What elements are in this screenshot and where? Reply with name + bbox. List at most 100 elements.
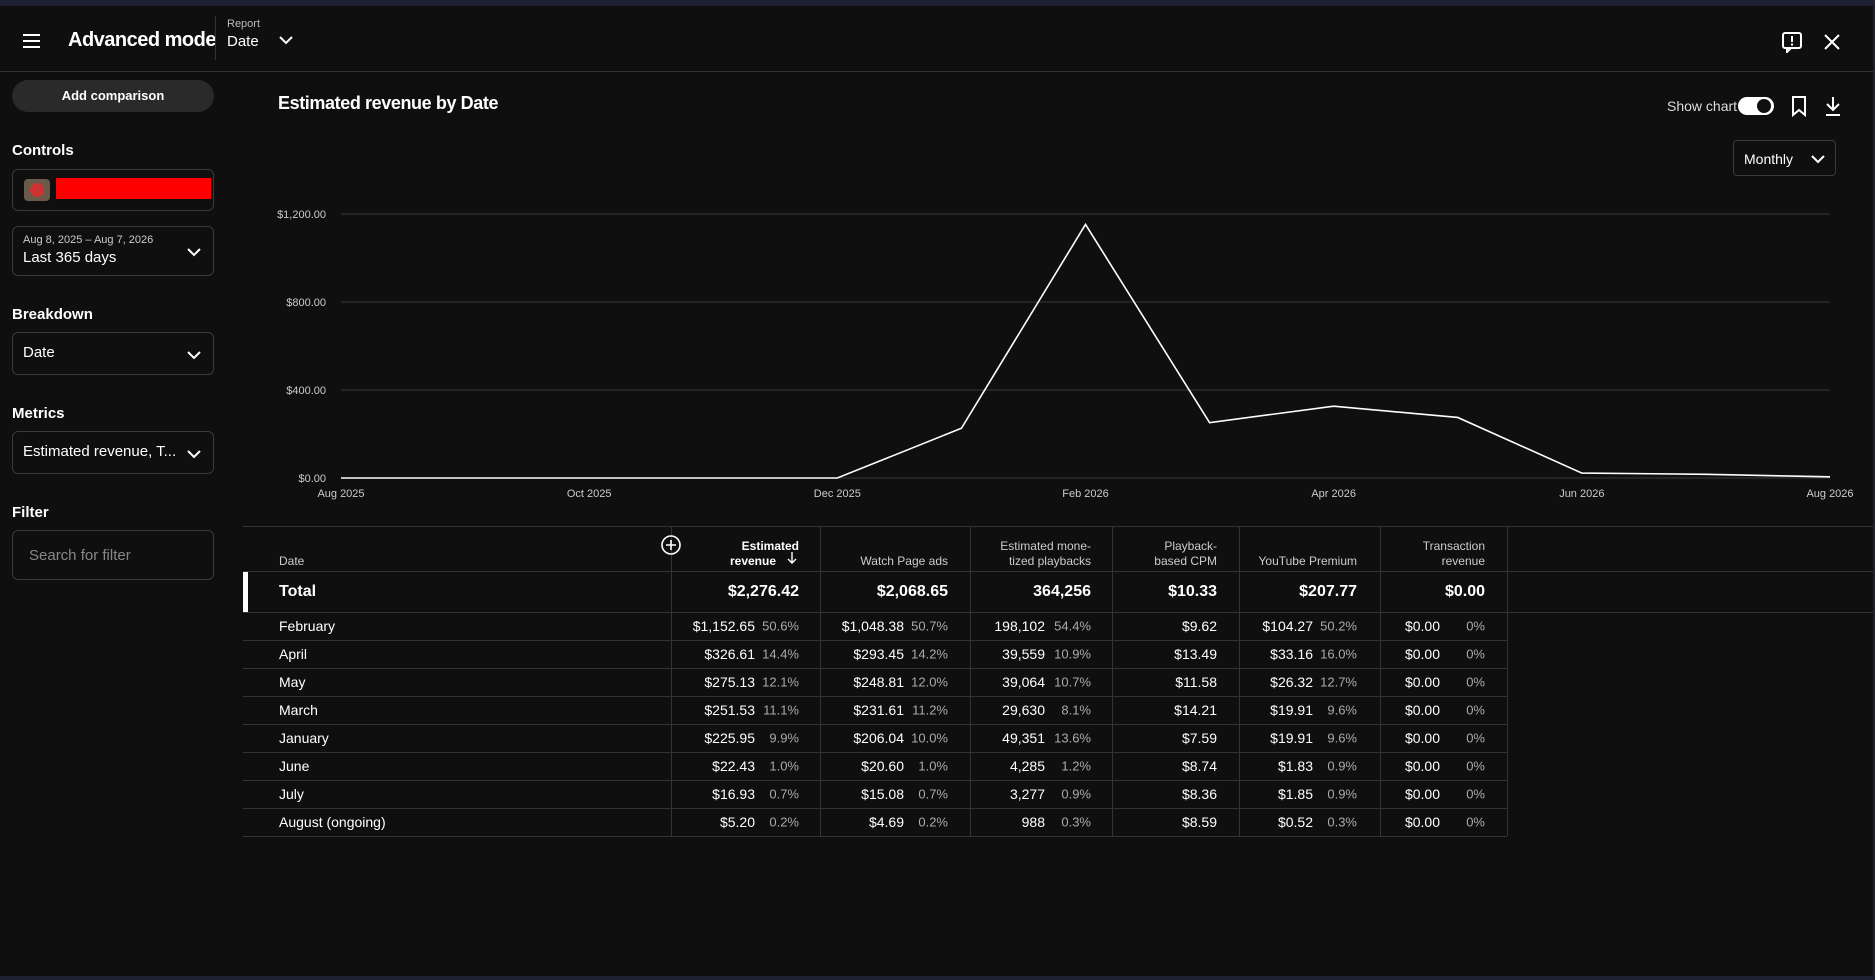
revenue-line (341, 222, 1831, 479)
row-border (243, 696, 1507, 697)
total-row-marker (243, 572, 248, 612)
row-border (243, 668, 1507, 669)
report-value[interactable]: Date (227, 33, 259, 50)
total-value: $10.33 (1168, 582, 1217, 600)
cell-value: $0.00 (1404, 646, 1440, 662)
metrics-selector[interactable]: Estimated revenue, T... (12, 431, 214, 474)
x-tick-label: Dec 2025 (814, 488, 861, 500)
cell-value: $15.08 (861, 786, 904, 802)
cell-percent: 11.1% (763, 702, 799, 718)
cell-percent: 12.0% (911, 674, 948, 690)
save-report-button[interactable] (1789, 95, 1809, 117)
row-border (243, 780, 1507, 781)
cell-value: $11.58 (1175, 674, 1217, 690)
column-header: YouTube Premium (1258, 554, 1358, 568)
column-divider (1112, 526, 1113, 836)
cell-value: $0.00 (1404, 786, 1440, 802)
cell-value: $1,048.38 (841, 618, 904, 634)
cell-value: $326.61 (704, 646, 755, 662)
app-title: Advanced mode (68, 29, 216, 51)
filter-input[interactable]: Search for filter (12, 530, 214, 580)
cell-percent: 0% (1466, 730, 1485, 746)
cell-percent: 10.0% (911, 730, 948, 746)
cell-percent: 50.7% (911, 618, 948, 634)
sort-descending-icon[interactable] (785, 550, 799, 566)
cell-percent: 9.9% (769, 730, 799, 746)
row-border (243, 808, 1507, 809)
column-header: Transaction (1422, 539, 1485, 553)
chart: $0.00 $400.00 $800.00 $1,200.00 Aug 2025 Oct … (277, 209, 1853, 500)
cell-value: $13.49 (1174, 646, 1217, 662)
row-label: July (279, 786, 304, 802)
row-border (243, 640, 1507, 641)
date-range-selector[interactable]: Aug 8, 2025 – Aug 7, 2026 Last 365 days (12, 226, 214, 276)
column-header: Playback- (1164, 539, 1217, 553)
filter-placeholder: Search for filter (29, 547, 131, 564)
cell-percent: 8.1% (1061, 702, 1091, 718)
column-header: Estimated (741, 539, 799, 553)
download-button[interactable] (1823, 95, 1843, 117)
cell-value: $14.21 (1174, 702, 1217, 718)
add-metric-button[interactable] (660, 534, 682, 556)
cell-value: $231.61 (853, 702, 904, 718)
cell-percent: 0.2% (769, 814, 799, 830)
column-header: based CPM (1154, 554, 1217, 568)
chevron (187, 450, 201, 459)
row-label: January (279, 730, 329, 746)
menu-button[interactable] (22, 32, 42, 50)
header-border (0, 71, 1873, 72)
cell-percent: 0.9% (1327, 786, 1357, 802)
cell-value: $293.45 (853, 646, 904, 662)
channel-selector[interactable] (12, 169, 214, 211)
cell-value: $19.91 (1270, 730, 1313, 746)
column-divider (1507, 526, 1508, 836)
show-chart-toggle[interactable] (1737, 95, 1775, 117)
breakdown-selector[interactable]: Date (12, 332, 214, 375)
cell-value: $0.00 (1404, 618, 1440, 634)
cell-percent: 11.2% (912, 702, 948, 718)
metrics-value: Estimated revenue, T... (23, 443, 177, 460)
cell-value: $1.85 (1277, 786, 1313, 802)
cell-value: $0.00 (1404, 730, 1440, 746)
column-header: Watch Page ads (860, 554, 948, 568)
cell-percent: 0.9% (1061, 786, 1091, 802)
cell-percent: 10.7% (1054, 674, 1091, 690)
data-table: Date Estimated revenue Watch Page ads Estima… (0, 6, 1873, 976)
breakdown-value: Date (23, 344, 55, 361)
total-value: $2,276.42 (727, 582, 799, 600)
add-comparison-button[interactable]: Add comparison (12, 80, 214, 112)
cell-value: 39,064 (1002, 674, 1045, 690)
interval-selector[interactable]: Monthly (1733, 140, 1836, 176)
column-header: Estimated mone- (1000, 539, 1091, 553)
cell-percent: 0.2% (918, 814, 948, 830)
y-tick-label: $400.00 (286, 385, 326, 397)
x-tick-label: Oct 2025 (567, 488, 612, 500)
row-border (243, 752, 1507, 753)
cell-percent: 1.0% (918, 758, 948, 774)
row-label: May (279, 674, 306, 690)
interval-value: Monthly (1744, 151, 1794, 167)
cell-value: 49,351 (1002, 730, 1045, 746)
close-button[interactable] (1823, 33, 1841, 51)
x-tick-label: Aug 2026 (1806, 488, 1853, 500)
cell-value: $7.59 (1181, 730, 1217, 746)
report-dropdown[interactable] (278, 34, 294, 46)
cell-value: 988 (1021, 814, 1045, 830)
cell-value: $4.69 (868, 814, 904, 830)
y-tick-label: $1,200.00 (277, 209, 326, 221)
cell-value: $8.36 (1181, 786, 1217, 802)
filter-label: Filter (12, 504, 49, 521)
column-header: revenue (1441, 554, 1485, 568)
total-value: $0.00 (1444, 582, 1485, 600)
cell-value: $0.52 (1277, 814, 1313, 830)
column-divider (970, 526, 971, 836)
column-divider (1380, 526, 1381, 836)
column-header: revenue (729, 554, 776, 568)
cell-value: $1,152.65 (692, 618, 755, 634)
cell-value: $33.16 (1270, 646, 1313, 662)
total-label: Total (279, 582, 317, 600)
cell-value: $104.27 (1262, 618, 1313, 634)
y-tick-label: $800.00 (286, 297, 326, 309)
feedback-button[interactable] (1781, 31, 1803, 53)
divider (215, 16, 216, 60)
